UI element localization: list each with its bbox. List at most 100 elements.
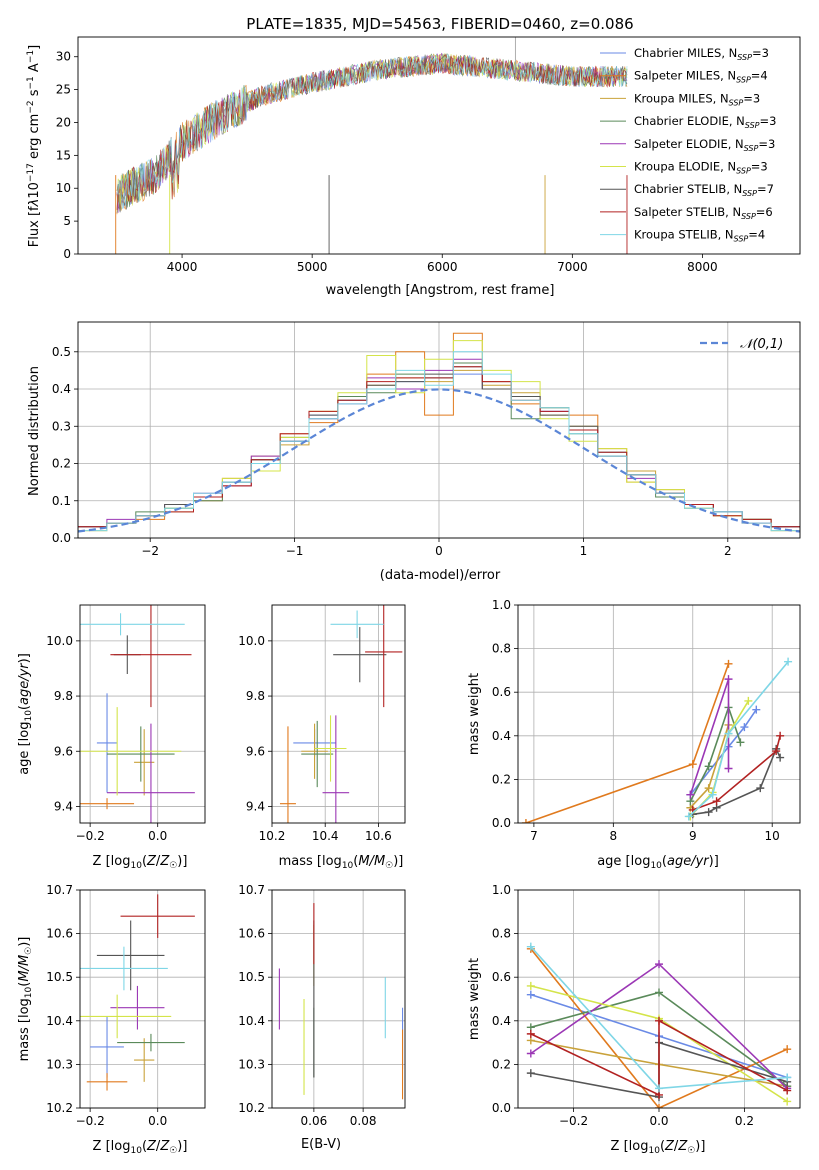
x-tick-label: 0.06 [301, 1114, 328, 1128]
weight-marker [724, 764, 733, 773]
legend-subscript: SSP [744, 144, 759, 153]
legend-subscript: SSP [742, 189, 757, 198]
axes-frame [517, 604, 801, 824]
spectrum-ylabel: Flux [fλ10−17 erg cm−2 s−1 A−1] [26, 45, 42, 247]
weight-series [689, 678, 730, 795]
ebv-mass-plot: 0.06 0.08 10.2 10.3 10.4 10.5 10.6 10.7 [238, 883, 406, 1128]
normal-legend-label: 𝒩(0,1) [740, 337, 783, 352]
axes-frame [77, 36, 801, 255]
legend-label: Kroupa MILES, NSSP=3 [634, 91, 760, 107]
x-tick-label: 9 [689, 829, 697, 843]
z-weight-ylabel: mass weight [467, 958, 482, 1040]
y-tick-label: 10.4 [238, 1014, 265, 1028]
weight-marker [684, 812, 693, 821]
y-tick-label: 0.2 [492, 772, 511, 786]
z-weight-xlabel: Z [log10(Z/Z☉)] [611, 1139, 706, 1156]
legend-subscript: SSP [737, 53, 752, 62]
residual-ylabel: Normed distribution [27, 366, 42, 496]
x-tick-label: 7 [530, 829, 538, 843]
y-tick-label: 10.5 [238, 970, 265, 984]
y-tick-label: 9.8 [246, 689, 265, 703]
mass-age-plot: 10.2 10.4 10.6 9.4 9.6 9.8 10.0 [238, 604, 406, 843]
weight-marker [724, 729, 733, 738]
legend-label: Chabrier ELODIE, NSSP=3 [634, 114, 776, 130]
y-tick-label: 0.0 [492, 1101, 511, 1115]
weight-marker [784, 657, 793, 666]
x-tick-label: 0.2 [735, 1114, 754, 1128]
spectrum-legend: Chabrier MILES, NSSP=3 Salpeter MILES, NS… [600, 46, 776, 244]
legend-value: =3 [760, 114, 777, 128]
legend-subscript: SSP [729, 98, 744, 107]
x-tick-label: 0 [435, 544, 443, 558]
legend-subscript: SSP [736, 76, 751, 85]
weight-marker [526, 1069, 535, 1078]
axes-frame [517, 889, 801, 1109]
z-mass-ylabel: mass [log10(M/M☉)] [17, 937, 34, 1062]
errorbar-points [279, 605, 403, 823]
axes-frame [77, 321, 801, 539]
errorbar-points [80, 894, 195, 1091]
y-tick-label: 20 [56, 115, 71, 129]
weight-lines [526, 942, 792, 1108]
y-tick-label: 0.2 [492, 1057, 511, 1071]
mass-age-xlabel: mass [log10(M/M☉)] [279, 854, 404, 871]
x-tick-label: −0.2 [76, 1114, 105, 1128]
weight-marker [756, 784, 765, 793]
x-tick-label: −1 [286, 544, 304, 558]
weight-marker [655, 1016, 663, 1025]
z-age-plot: −0.2 0.0 9.4 9.6 9.8 10.0 [46, 604, 206, 843]
weight-marker [783, 1086, 792, 1095]
weight-series [688, 661, 789, 818]
legend-label: Salpeter ELODIE, NSSP=3 [634, 137, 775, 153]
errorbar-points [80, 605, 195, 823]
legend-value: =7 [757, 182, 774, 196]
weight-series [689, 709, 757, 796]
y-tick-label: 9.6 [246, 744, 265, 758]
weight-marker [712, 797, 721, 806]
y-tick-label: 10.2 [46, 1101, 73, 1115]
y-tick-label: 0.0 [52, 531, 71, 545]
weight-marker [776, 753, 785, 762]
weight-marker [704, 808, 713, 817]
y-tick-label: 0.5 [52, 345, 71, 359]
residual-histogram-panel: −2 −1 0 1 2 0.0 0.1 0.2 0.3 0.4 0.5 𝒩(0,1) (data-mo… [27, 321, 801, 583]
x-tick-label: 10 [765, 829, 780, 843]
weight-marker [740, 723, 749, 732]
y-tick-label: 0.4 [492, 1014, 511, 1028]
spectrum-xlabel: wavelength [Angstrom, rest frame] [326, 283, 555, 298]
x-tick-label: −2 [141, 544, 159, 558]
y-tick-label: 10.4 [46, 1014, 73, 1028]
residual-histogram-plot: −2 −1 0 1 2 0.0 0.1 0.2 0.3 0.4 0.5 𝒩(0,1) [52, 321, 801, 558]
weight-marker [655, 1104, 663, 1108]
weight-marker [704, 762, 713, 771]
normal-curve [78, 388, 800, 533]
x-tick-label: 0.0 [649, 1114, 668, 1128]
weight-marker [724, 659, 733, 668]
weight-marker [655, 988, 663, 997]
x-tick-label: 0.08 [350, 1114, 377, 1128]
legend-value: =6 [756, 205, 773, 219]
y-tick-label: 10 [56, 181, 71, 195]
y-tick-label: 0.4 [52, 382, 71, 396]
spectrum-series [116, 53, 628, 210]
spectrum-panel: PLATE=1835, MJD=54563, FIBERID=0460, z=0… [26, 15, 801, 298]
x-tick-label: 10.6 [365, 829, 392, 843]
histogram-steps [78, 332, 800, 538]
y-tick-label: 10.0 [238, 634, 265, 648]
weight-marker [776, 731, 785, 740]
legend-label: Salpeter MILES, NSSP=4 [634, 69, 768, 85]
weight-marker [744, 696, 753, 705]
y-tick-label: 5 [63, 214, 71, 228]
axes-frame [79, 604, 206, 824]
age-weight-ylabel: mass weight [467, 673, 482, 755]
legend-value: =3 [743, 91, 760, 105]
weight-marker [526, 942, 535, 951]
y-tick-label: 10.7 [238, 883, 265, 897]
y-tick-label: 9.8 [54, 689, 73, 703]
y-tick-label: 9.4 [246, 799, 265, 813]
x-tick-label: 5000 [297, 260, 328, 274]
y-tick-label: 1.0 [492, 883, 511, 897]
ebv-mass-xlabel: E(B-V) [301, 1137, 341, 1152]
weight-marker [783, 1097, 792, 1106]
y-tick-label: 0.6 [492, 970, 511, 984]
